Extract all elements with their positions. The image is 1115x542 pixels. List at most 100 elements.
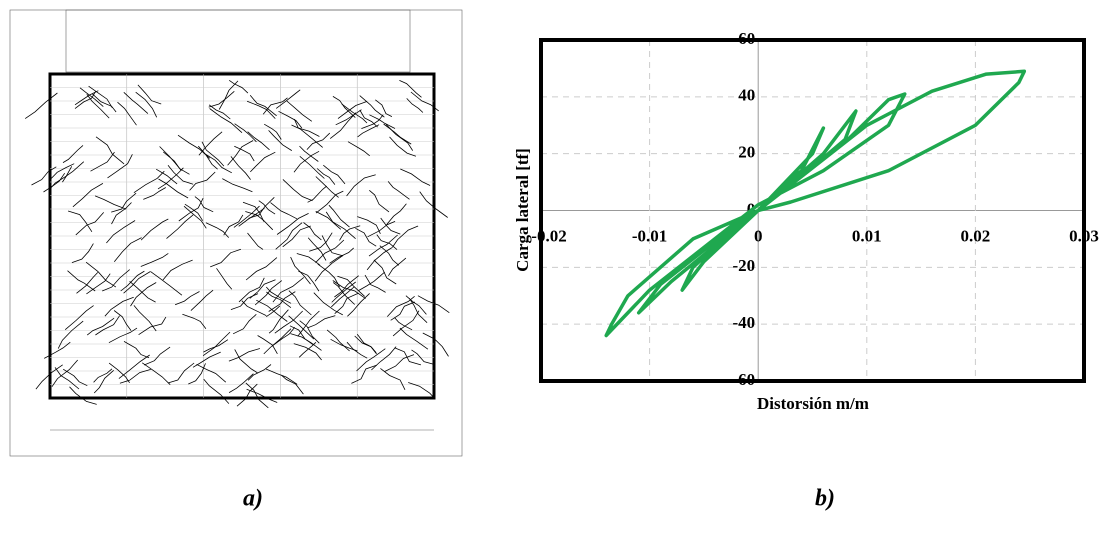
- crack: [62, 161, 85, 183]
- crack: [192, 351, 221, 368]
- crack: [210, 248, 242, 268]
- crack: [86, 273, 111, 295]
- crack: [408, 298, 428, 323]
- crack: [190, 289, 214, 311]
- crack: [356, 348, 386, 372]
- crack: [293, 118, 320, 137]
- crack: [202, 331, 231, 357]
- crack: [364, 274, 386, 293]
- crack: [266, 286, 292, 304]
- crack: [369, 114, 396, 129]
- crack: [205, 222, 229, 238]
- crack: [236, 383, 258, 407]
- crack: [86, 317, 115, 336]
- crack: [298, 342, 317, 358]
- crack: [334, 292, 359, 314]
- crack: [143, 187, 166, 200]
- crack: [141, 362, 171, 385]
- crack: [228, 348, 261, 362]
- crack: [203, 152, 232, 174]
- crack: [71, 243, 94, 263]
- crack: [228, 79, 249, 94]
- crack: [92, 93, 117, 113]
- crack: [313, 292, 343, 316]
- crack: [307, 185, 327, 203]
- crack: [355, 227, 377, 247]
- crack: [174, 291, 200, 306]
- crack: [62, 368, 88, 387]
- crack: [62, 145, 84, 163]
- crack: [246, 100, 276, 119]
- crack: [247, 131, 270, 151]
- crack: [347, 293, 370, 317]
- crack: [43, 172, 66, 193]
- crack: [108, 362, 130, 384]
- crack: [230, 293, 259, 310]
- crack: [299, 320, 320, 344]
- crack: [268, 130, 293, 151]
- x-tick-label: 0.02: [961, 226, 991, 245]
- crack: [248, 197, 275, 219]
- crack: [339, 225, 361, 241]
- crack: [337, 275, 365, 297]
- crack: [107, 154, 133, 179]
- crack: [254, 280, 283, 306]
- crack: [408, 382, 435, 399]
- crack: [307, 237, 327, 261]
- crack: [234, 123, 257, 143]
- crack: [315, 211, 342, 230]
- crack: [371, 346, 397, 371]
- crack: [247, 364, 272, 381]
- crack: [209, 108, 243, 133]
- y-tick-label: 40: [738, 86, 755, 105]
- crack: [222, 178, 253, 193]
- crack: [387, 295, 415, 317]
- crack: [383, 123, 412, 145]
- crack: [203, 339, 229, 353]
- hysteresis-line: [604, 69, 1027, 338]
- crack: [76, 272, 99, 294]
- crack: [358, 271, 385, 291]
- crack: [278, 110, 303, 129]
- crack: [282, 179, 313, 202]
- y-tick-label: -40: [733, 313, 756, 332]
- crack: [321, 235, 344, 257]
- crack: [388, 257, 407, 277]
- crack: [411, 349, 436, 366]
- crack: [74, 90, 99, 106]
- crack: [35, 364, 63, 390]
- crack: [386, 203, 407, 226]
- crack: [137, 84, 162, 105]
- crack: [380, 217, 401, 235]
- crack: [272, 277, 305, 303]
- crack: [298, 270, 320, 292]
- crack: [329, 112, 357, 139]
- crack: [299, 155, 325, 179]
- crack: [67, 210, 93, 233]
- crack: [86, 94, 110, 119]
- crack: [233, 205, 260, 228]
- crack: [49, 163, 75, 180]
- x-axis-label: Distorsión m/m: [757, 394, 869, 413]
- crack: [389, 136, 417, 157]
- crack: [335, 109, 362, 126]
- crack: [399, 327, 429, 350]
- crack: [72, 183, 104, 208]
- crack: [317, 263, 340, 287]
- top-beam: [65, 9, 411, 73]
- crack: [274, 310, 303, 334]
- crack: [406, 98, 424, 113]
- crack: [203, 378, 230, 404]
- crack: [162, 259, 193, 281]
- crack: [306, 132, 331, 150]
- crack: [347, 141, 370, 157]
- crack: [144, 346, 171, 366]
- crack: [130, 282, 157, 307]
- crack: [140, 218, 169, 241]
- crack: [223, 214, 244, 236]
- x-tick-label: -0.01: [632, 226, 667, 245]
- caption: a): [243, 486, 263, 512]
- plot-frame: [539, 38, 1086, 383]
- crack: [242, 201, 265, 222]
- crack: [189, 171, 216, 191]
